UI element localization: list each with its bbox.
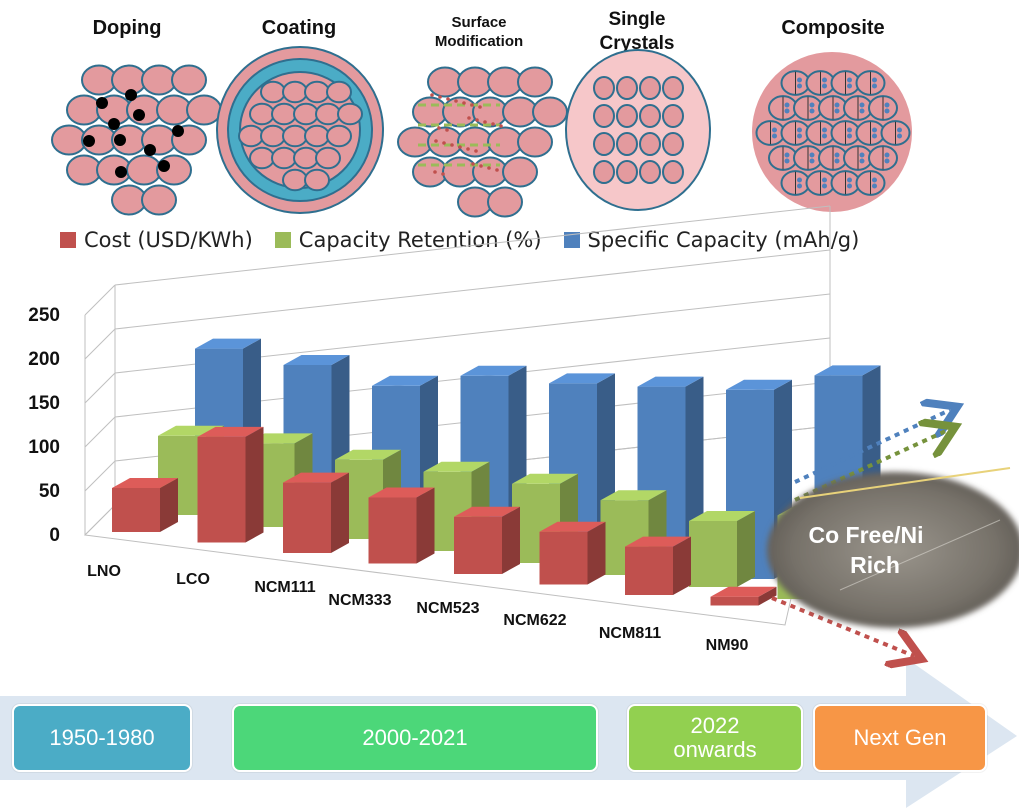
- panel-title-single-line1: Single: [608, 9, 665, 30]
- legend-label-capacity: Specific Capacity (mAh/g): [587, 228, 860, 252]
- timeline-box-2000-2021: 2000-2021: [232, 704, 598, 772]
- y-tick-label: 100: [28, 437, 60, 458]
- coating-particle-icon: [216, 46, 384, 214]
- legend-label-cost: Cost (USD/KWh): [84, 228, 253, 252]
- bar-cost-ncm811: [625, 536, 691, 595]
- bar-cost-ncm622: [539, 521, 606, 585]
- doping-particle-icon: [51, 64, 222, 216]
- y-tick-label: 250: [28, 305, 60, 326]
- single-crystal-particle-icon: [565, 49, 711, 211]
- panel-coating: Coating: [216, 17, 384, 214]
- x-tick-label: NM90: [706, 637, 749, 654]
- timeline-box-2022-onwards: 2022 onwards: [627, 704, 803, 772]
- bar-cost-lco: [197, 426, 264, 543]
- y-tick-label: 150: [28, 393, 60, 414]
- trend-arrow-retention: [794, 430, 948, 502]
- x-tick-label: NCM333: [328, 592, 391, 609]
- panel-title-surface-line2: Modification: [435, 33, 523, 50]
- timeline-label-onwards: onwards: [673, 737, 757, 762]
- y-axis-ticks: 250 200 150 100 50 0: [28, 305, 60, 546]
- chart-bars: [112, 338, 881, 606]
- legend-swatch-cost: [60, 232, 76, 248]
- x-tick-label: LNO: [87, 563, 121, 580]
- legend-swatch-capacity: [563, 232, 580, 248]
- timeline-box-next-gen: Next Gen: [813, 704, 987, 772]
- panel-doping: Doping: [51, 17, 222, 216]
- callout-text-line2: Rich: [850, 552, 900, 578]
- panel-surface-modification: Surface Modification: [397, 14, 568, 218]
- panel-title-composite: Composite: [781, 17, 884, 39]
- x-tick-label: NCM622: [503, 612, 566, 629]
- legend-swatch-retention: [274, 232, 291, 248]
- bar-cost-lno: [112, 478, 178, 532]
- surface-modification-particle-icon: [397, 66, 568, 218]
- panel-single-crystals: Single Crystals: [565, 9, 711, 211]
- bar-cost-ncm111: [283, 472, 349, 553]
- x-tick-label: LCO: [176, 571, 210, 588]
- composite-particle-icon: [752, 52, 912, 212]
- x-tick-label: NCM523: [416, 600, 479, 617]
- bar-cost-ncm523: [454, 506, 520, 574]
- approach-illustrations: Doping Coating Surface Modification Sing…: [51, 9, 912, 218]
- legend-item-capacity: Specific Capacity (mAh/g): [563, 228, 860, 252]
- bar-cost-nm90: [710, 586, 777, 606]
- chart-legend: Cost (USD/KWh) Capacity Retention (%) Sp…: [60, 228, 859, 252]
- bar-capacity-ncm811: [689, 511, 755, 587]
- legend-item-retention: Capacity Retention (%): [274, 228, 542, 252]
- timeline-label-1950-1980: 1950-1980: [49, 725, 155, 750]
- timeline-label-2022: 2022: [690, 713, 740, 738]
- y-tick-label: 50: [39, 481, 60, 502]
- x-axis-labels: LNO LCO NCM111 NCM333 NCM523 NCM622 NCM811 NM90: [87, 563, 748, 654]
- co-free-ni-rich-callout: Co Free/Ni Rich: [767, 467, 1019, 628]
- callout-text-line1: Co Free/Ni: [808, 522, 923, 548]
- panel-title-coating: Coating: [262, 17, 336, 39]
- legend-label-retention: Capacity Retention (%): [298, 228, 542, 252]
- timeline-box-1950-1980: 1950-1980: [12, 704, 192, 772]
- x-tick-label: NCM811: [599, 625, 661, 642]
- y-tick-label: 200: [28, 349, 60, 370]
- panel-title-single-line2: Crystals: [600, 33, 675, 54]
- timeline-label-2000-2021: 2000-2021: [362, 725, 468, 750]
- panel-title-doping: Doping: [93, 17, 162, 39]
- panel-title-surface-line1: Surface: [451, 14, 506, 31]
- x-tick-label: NCM111: [254, 579, 315, 596]
- timeline-label-next-gen: Next Gen: [853, 725, 947, 750]
- y-tick-label: 0: [49, 525, 60, 546]
- legend-item-cost: Cost (USD/KWh): [60, 228, 253, 252]
- bar-cost-ncm333: [368, 487, 435, 564]
- panel-composite: Composite: [752, 17, 912, 212]
